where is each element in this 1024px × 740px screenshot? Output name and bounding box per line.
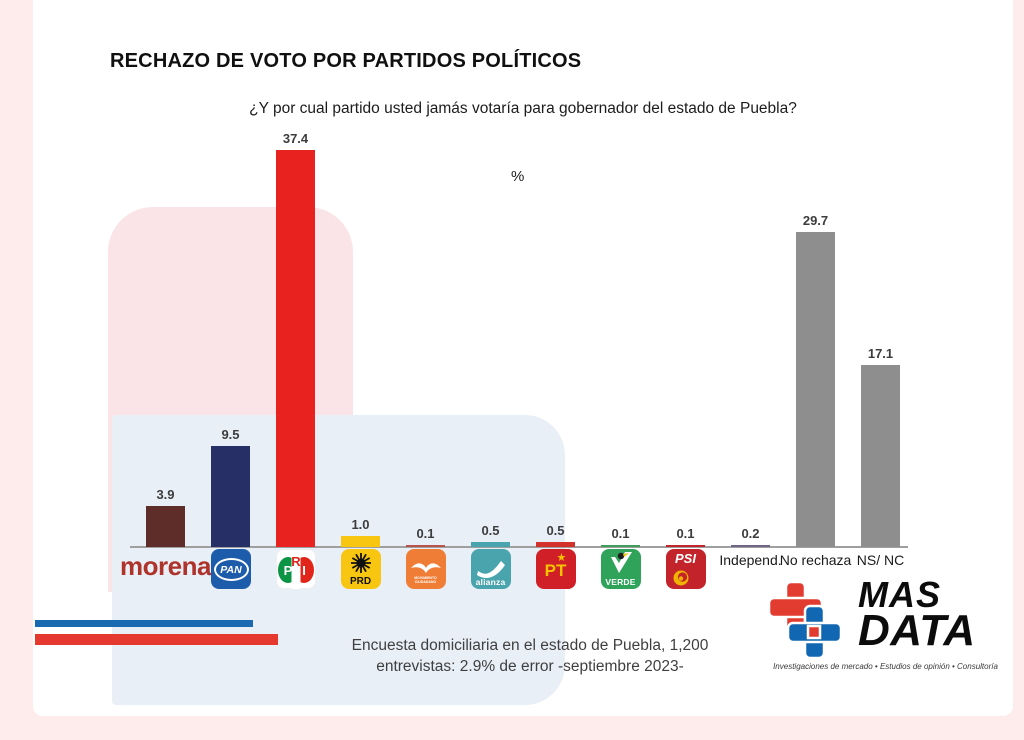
- chart-column-verde: 0.1: [588, 150, 653, 547]
- svg-text:P: P: [283, 563, 292, 578]
- bar-pri: [276, 150, 315, 547]
- chart-column-alianza: 0.5: [458, 150, 523, 547]
- value-label-morena: 3.9: [156, 486, 175, 502]
- chart-column-movimiento-ciudadano: 0.1: [393, 150, 458, 547]
- category-label-independ: Independ.: [719, 552, 782, 568]
- value-label-movimiento-ciudadano: 0.1: [416, 526, 435, 541]
- value-label-prd: 1.0: [351, 517, 370, 533]
- chart-column-morena: 3.9: [133, 150, 198, 547]
- logo-prd: PRD: [340, 549, 381, 589]
- category-label-no-rechaza: No rechaza: [779, 552, 852, 568]
- chart-column-pt: 0.5: [523, 150, 588, 547]
- logo-pan: PAN: [210, 549, 251, 589]
- survey-footnote: Encuesta domiciliaria en el estado de Pu…: [351, 637, 709, 675]
- masdata-brand: MAS DATA Investigaciones de mercado • Es…: [758, 574, 1013, 673]
- value-label-alianza: 0.5: [481, 522, 500, 538]
- logo-psi: PSI: [665, 549, 706, 589]
- bar-verde: [601, 545, 640, 547]
- chart-column-independ: 0.2: [718, 150, 783, 547]
- logo-pri: P R I: [275, 549, 316, 589]
- masdata-mas-text: MAS: [858, 574, 941, 615]
- logo-pt: ★ PT: [535, 549, 576, 589]
- pt-star-icon: ★: [556, 552, 567, 564]
- category-label-ns-nc: NS/ NC: [856, 552, 905, 568]
- bar-plot-area: 3.9 9.5 37.4 1.0 0.1 0.5 0.5 0.1 0.1 0.2 29.7 17.1: [133, 131, 913, 547]
- chart-column-pri: 37.4: [263, 131, 328, 547]
- bar-alianza: [471, 541, 510, 547]
- masdata-tagline: Investigaciones de mercado • Estudios de…: [773, 662, 998, 671]
- masdata-wordmark: MAS DATA: [858, 574, 976, 656]
- value-label-pan: 9.5: [221, 427, 240, 443]
- bar-pan: [211, 446, 250, 547]
- chart-column-pan: 9.5: [198, 150, 263, 547]
- value-label-verde: 0.1: [611, 526, 630, 541]
- bar-ns-nc: [861, 365, 900, 547]
- x-axis-line: [130, 546, 908, 548]
- bar-independ: [731, 544, 770, 547]
- value-label-psi: 0.1: [676, 526, 695, 541]
- chart-column-psi: 0.1: [653, 150, 718, 547]
- value-label-independ: 0.2: [741, 525, 760, 541]
- masdata-logo-icon: [767, 580, 843, 660]
- deco-blue-stripe: [35, 620, 253, 627]
- bar-psi: [666, 545, 705, 547]
- bar-no-rechaza: [796, 231, 835, 547]
- logo-movimiento-ciudadano: MOVIMIENTO CIUDADANO: [405, 549, 446, 589]
- logo-verde: VERDE: [600, 549, 641, 589]
- page-title: RECHAZO DE VOTO POR PARTIDOS POLÍTICOS: [110, 50, 582, 72]
- value-label-ns-nc: 17.1: [867, 346, 894, 362]
- logo-morena: morena: [120, 551, 211, 581]
- bar-prd: [341, 536, 380, 547]
- chart-column-ns-nc: 17.1: [848, 150, 913, 547]
- value-label-pt: 0.5: [546, 522, 565, 538]
- svg-text:I: I: [302, 563, 306, 578]
- survey-question: ¿Y por cual partido usted jamás votaría …: [249, 100, 797, 117]
- masdata-data-text: DATA: [858, 606, 976, 656]
- logo-alianza: alianza: [470, 549, 511, 589]
- chart-card: RECHAZO DE VOTO POR PARTIDOS POLÍTICOS ¿…: [33, 0, 1013, 716]
- bar-morena: [146, 505, 185, 547]
- chart-column-prd: 1.0: [328, 150, 393, 547]
- deco-red-stripe: [35, 634, 278, 645]
- bar-pt: [536, 541, 575, 547]
- svg-text:R: R: [291, 554, 301, 569]
- value-label-no-rechaza: 29.7: [802, 212, 829, 228]
- value-label-pri: 37.4: [282, 131, 309, 146]
- percent-unit-label: %: [511, 168, 525, 185]
- bar-movimiento-ciudadano: [406, 545, 445, 547]
- chart-column-no-rechaza: 29.7: [783, 150, 848, 547]
